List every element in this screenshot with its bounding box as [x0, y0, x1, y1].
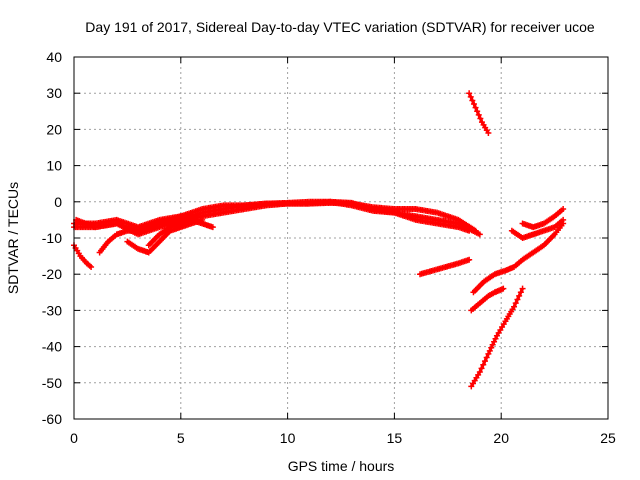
- data-point: [478, 365, 485, 372]
- data-point: [470, 101, 477, 108]
- plot-frame: [73, 56, 609, 420]
- y-tick-label: -40: [42, 339, 62, 355]
- data-point: [477, 115, 484, 122]
- y-tick-label: -10: [42, 230, 62, 246]
- data-point: [517, 289, 524, 296]
- data-point: [472, 104, 479, 111]
- y-tick-label: -60: [42, 411, 62, 427]
- data-point: [516, 292, 523, 299]
- data-point: [488, 344, 495, 351]
- x-tick-label: 5: [177, 430, 185, 446]
- x-tick-label: 10: [280, 430, 296, 446]
- data-point: [467, 93, 474, 100]
- x-tick-label: 15: [387, 430, 403, 446]
- y-tick-label: 20: [46, 121, 62, 137]
- data-point: [500, 285, 507, 292]
- data-point: [485, 350, 492, 357]
- series-arc-late-c: [508, 216, 567, 241]
- data-point: [486, 347, 493, 354]
- y-tick-label: 30: [46, 85, 62, 101]
- data-point: [474, 108, 481, 115]
- y-tick-label: 40: [46, 49, 62, 65]
- data-point: [469, 97, 476, 104]
- data-point: [489, 341, 496, 348]
- data-point: [209, 224, 216, 231]
- x-tick-label: 20: [493, 430, 509, 446]
- data-point: [466, 90, 473, 97]
- series-arc-late-b: [468, 285, 507, 314]
- y-tick-label: 0: [54, 194, 62, 210]
- data-point: [560, 216, 567, 223]
- data-point: [475, 111, 482, 118]
- data-point: [480, 361, 487, 368]
- series-arc-early-c: [145, 216, 216, 249]
- series-arc-early-a: [96, 213, 195, 256]
- data-point: [466, 227, 473, 234]
- data-point: [519, 285, 526, 292]
- data-point: [512, 300, 519, 307]
- data-point: [560, 206, 567, 213]
- data-point: [483, 354, 490, 361]
- y-axis-label: SDTVAR / TECUs: [5, 182, 21, 294]
- data-point: [466, 256, 473, 263]
- data-series: [71, 90, 567, 390]
- y-tick-label: -20: [42, 266, 62, 282]
- grid-lines: [74, 57, 608, 419]
- data-point: [492, 335, 499, 342]
- data-point: [485, 130, 492, 137]
- x-tick-label: 25: [600, 430, 616, 446]
- y-tick-label: -30: [42, 302, 62, 318]
- x-tick-label: 0: [70, 430, 78, 446]
- chart-title: Day 191 of 2017, Sidereal Day-to-day VTE…: [85, 19, 595, 35]
- data-point: [514, 296, 521, 303]
- x-axis-label: GPS time / hours: [288, 458, 395, 474]
- data-point: [491, 338, 498, 345]
- series-arc-late-a: [470, 220, 567, 296]
- data-point: [481, 358, 488, 365]
- data-point: [476, 368, 483, 375]
- axis-ticks: 0 5 10 15 20 25 -60 -50 -40 -30 -20 -10 0 10 20 30 40: [42, 49, 616, 446]
- series-arc-late-steep: [468, 285, 526, 390]
- y-tick-label: -50: [42, 375, 62, 391]
- series-arc-high-steep: [466, 90, 492, 137]
- data-point: [476, 231, 483, 238]
- series-arc-late-d: [519, 206, 567, 231]
- series-arc-evening-low: [417, 256, 473, 278]
- data-point: [88, 263, 95, 270]
- y-tick-label: 10: [46, 158, 62, 174]
- data-point: [511, 303, 518, 310]
